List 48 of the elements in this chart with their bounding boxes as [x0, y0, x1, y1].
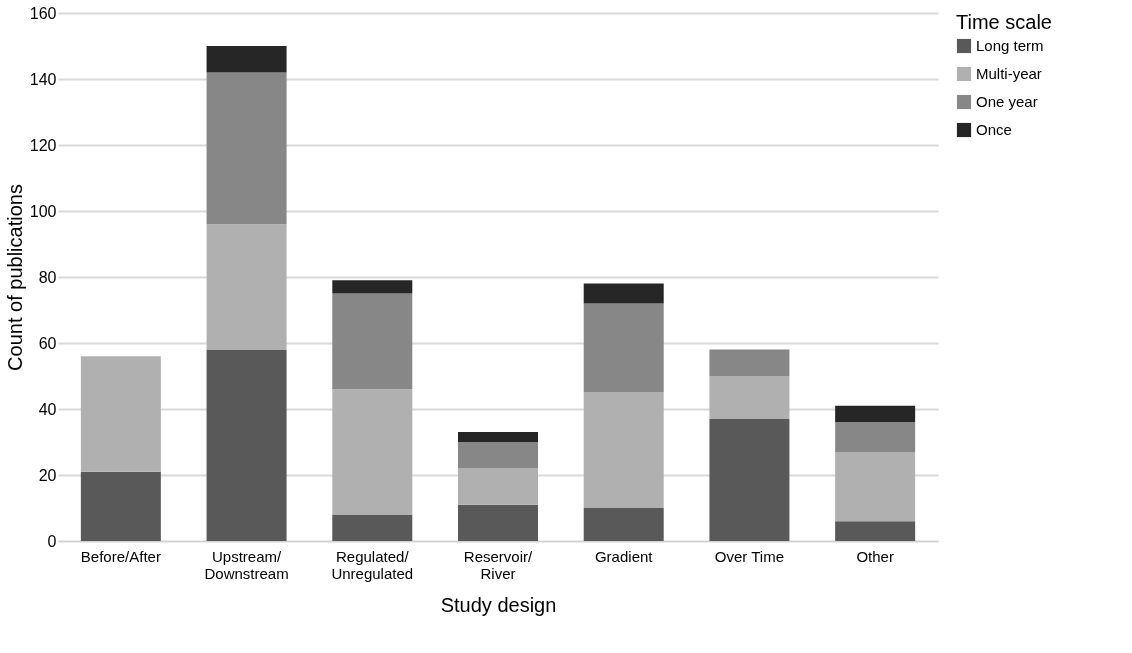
bar [206, 72, 287, 225]
bar [332, 514, 413, 541]
bar [206, 46, 287, 73]
bar [835, 521, 916, 541]
x-tick-label: Gradient [594, 547, 654, 565]
y-tick-label: 80 [38, 268, 57, 286]
y-tick-label: 20 [38, 466, 57, 484]
y-tick-label: 40 [38, 400, 57, 418]
bar [583, 392, 664, 508]
x-tick-label: Upstream/Downstream [204, 547, 289, 582]
x-tick-label: Reservoir/River [463, 547, 533, 582]
bar [709, 418, 790, 541]
bar [709, 376, 790, 419]
bar [332, 280, 413, 294]
y-tick-label: 60 [38, 334, 57, 352]
y-tick-label: 0 [47, 532, 57, 550]
bar [709, 349, 790, 376]
legend-title: Time scale [956, 11, 1052, 33]
bar [458, 468, 538, 505]
x-tick-label: Regulated/Unregulated [331, 547, 414, 582]
y-tick-label: 160 [29, 4, 57, 22]
bar [458, 504, 538, 541]
bar [206, 349, 287, 541]
bar [583, 283, 664, 304]
y-tick-label: 120 [29, 136, 57, 154]
bar [835, 422, 916, 452]
bar [206, 224, 287, 350]
bar [458, 432, 538, 442]
bar [332, 389, 413, 515]
bar [80, 471, 161, 541]
bar [332, 293, 413, 390]
legend-label: Multi-year [976, 65, 1042, 82]
legend-label: Long term [976, 37, 1044, 54]
x-tick-label: Other [856, 547, 894, 565]
legend-label: One year [976, 93, 1038, 110]
bar [835, 405, 916, 423]
y-axis-title: Count of publications [3, 184, 26, 371]
y-tick-label: 140 [29, 70, 57, 88]
bar [583, 508, 664, 541]
bar [80, 356, 161, 472]
x-axis-title: Study design [440, 593, 557, 616]
legend-label: Once [976, 121, 1012, 138]
x-tick-label: Over Time [714, 547, 785, 565]
y-tick-label: 100 [29, 202, 57, 220]
bar [583, 303, 664, 393]
bar [458, 442, 538, 469]
x-tick-label: Before/After [80, 547, 161, 565]
bar [835, 451, 916, 522]
